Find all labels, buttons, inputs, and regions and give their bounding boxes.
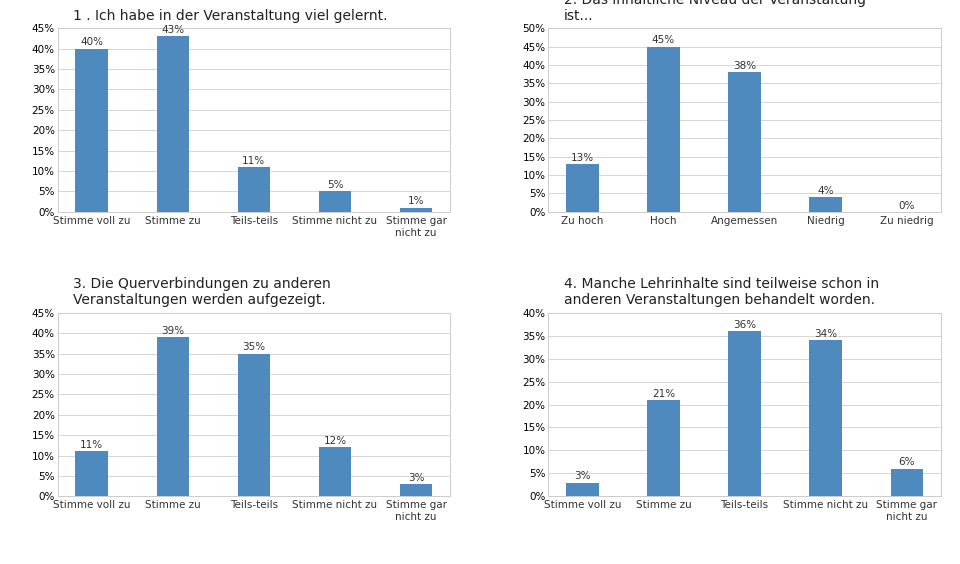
Bar — [891, 469, 923, 496]
Text: 12%: 12% — [324, 436, 347, 446]
Bar — [809, 340, 842, 496]
Bar — [156, 337, 189, 496]
Text: 40%: 40% — [81, 37, 103, 47]
Bar — [566, 164, 598, 212]
Bar — [400, 208, 432, 212]
Text: 35%: 35% — [242, 342, 265, 352]
Text: 4. Manche Lehrinhalte sind teilweise schon in
anderen Veranstaltungen behandelt : 4. Manche Lehrinhalte sind teilweise sch… — [564, 277, 879, 307]
Bar — [319, 191, 351, 212]
Bar — [238, 354, 270, 496]
Bar — [319, 447, 351, 496]
Text: 3%: 3% — [408, 473, 424, 483]
Bar — [76, 49, 108, 212]
Text: 5%: 5% — [326, 180, 344, 190]
Text: 45%: 45% — [652, 36, 675, 46]
Text: 2. Das inhaltliche Niveau der Veranstaltung
ist...: 2. Das inhaltliche Niveau der Veranstalt… — [564, 0, 866, 23]
Text: 38%: 38% — [733, 61, 756, 71]
Text: 11%: 11% — [80, 440, 104, 450]
Text: 4%: 4% — [817, 186, 834, 196]
Text: 6%: 6% — [899, 457, 915, 468]
Text: 43%: 43% — [161, 25, 184, 35]
Bar — [76, 451, 108, 496]
Text: 34%: 34% — [814, 329, 837, 339]
Text: 11%: 11% — [242, 156, 265, 166]
Text: 1%: 1% — [408, 196, 424, 206]
Text: 36%: 36% — [733, 320, 756, 330]
Text: 21%: 21% — [652, 389, 675, 399]
Bar — [566, 483, 598, 496]
Text: 3%: 3% — [574, 471, 590, 481]
Bar — [729, 72, 760, 212]
Bar — [647, 400, 680, 496]
Bar — [156, 36, 189, 212]
Bar — [400, 484, 432, 496]
Bar — [729, 331, 760, 496]
Bar — [647, 47, 680, 212]
Text: 1 . Ich habe in der Veranstaltung viel gelernt.: 1 . Ich habe in der Veranstaltung viel g… — [73, 9, 388, 23]
Text: 0%: 0% — [899, 201, 915, 211]
Bar — [238, 167, 270, 212]
Text: 13%: 13% — [571, 153, 594, 163]
Text: 39%: 39% — [161, 326, 184, 336]
Bar — [809, 197, 842, 212]
Text: 3. Die Querverbindungen zu anderen
Veranstaltungen werden aufgezeigt.: 3. Die Querverbindungen zu anderen Veran… — [73, 277, 331, 307]
